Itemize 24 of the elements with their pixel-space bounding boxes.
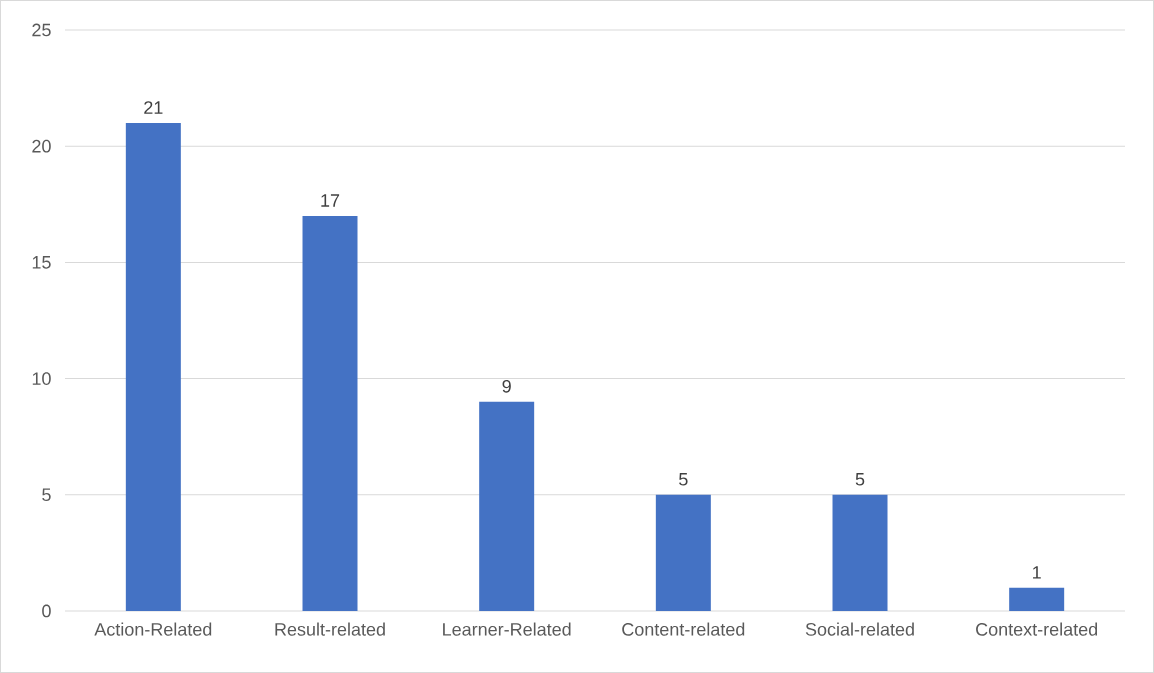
bar [832,494,888,611]
bar [125,122,181,611]
y-tick-label: 15 [32,256,51,269]
data-label: 1 [1033,566,1041,579]
bar [655,494,711,611]
x-tick-label: Result-related [275,622,385,636]
y-tick-label: 5 [42,488,51,502]
data-label: 9 [502,379,511,393]
x-tick-label: Learner-Related [443,622,571,636]
data-label: 5 [855,473,865,486]
bar [302,215,358,611]
data-label: 5 [679,473,688,486]
y-tick-label: 20 [32,139,51,153]
x-tick-label: Action-Related [94,622,212,636]
y-tick-label: 25 [32,23,51,37]
x-tick-label: Content-related [622,622,745,636]
y-tick-label: 0 [42,604,51,618]
y-tick-label: 10 [32,372,51,385]
data-label: 21 [144,101,163,114]
bar [479,401,535,611]
x-tick-label: Context-related [976,622,1098,636]
data-label: 17 [321,194,340,207]
bar [1009,587,1065,611]
x-tick-label: Social-related [805,622,914,636]
